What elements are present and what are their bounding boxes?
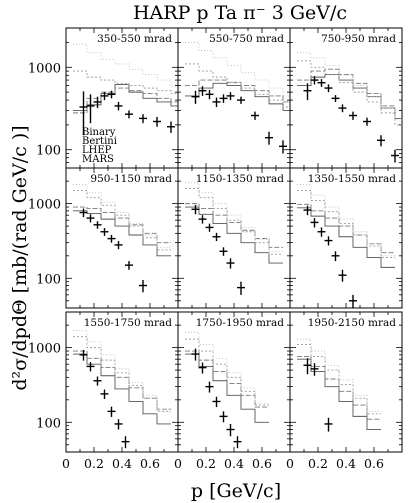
model-mars — [185, 182, 283, 252]
model-binary — [185, 82, 290, 111]
x-tick-label: 0 — [62, 456, 70, 471]
panel-grid: 350-550 mrad1001000BinaryBertiniLHEPMARS… — [28, 27, 403, 471]
panel-title: 1750-1950 mrad — [196, 317, 285, 329]
panel-frame — [289, 311, 403, 453]
x-tick-label: 0.6 — [364, 456, 384, 471]
panel-3: 750-950 mrad — [289, 27, 403, 169]
panel-title: 1550-1750 mrad — [84, 317, 173, 329]
model-binary — [73, 210, 171, 257]
model-binary — [297, 73, 402, 119]
model-lhep — [73, 190, 171, 251]
x-tick-label: 0.2 — [308, 456, 328, 471]
panel-frame — [177, 167, 291, 309]
x-tick-label: 0.4 — [336, 456, 356, 471]
model-binary — [185, 206, 283, 264]
model-binary — [73, 353, 171, 425]
model-mars — [73, 43, 178, 88]
y-axis-label: d²σ/dpdΘ [mb/(rad GeV/c )] — [9, 125, 31, 390]
x-tick-label: 0.6 — [140, 456, 160, 471]
model-bertini — [185, 203, 283, 248]
model-lhep — [73, 336, 171, 412]
panel-title: 950-1150 mrad — [90, 173, 172, 185]
panel-frame — [65, 311, 179, 453]
model-bertini — [73, 350, 171, 410]
x-tick-label: 0.2 — [196, 456, 216, 471]
x-tick-label: 0.6 — [252, 456, 272, 471]
y-tick-label: 1000 — [28, 342, 61, 357]
panel-5: 1150-1350 mrad — [177, 167, 291, 309]
x-tick-label: 0 — [286, 456, 294, 471]
panel-2: 550-750 mrad — [177, 27, 291, 169]
panel-title: 1150-1350 mrad — [196, 173, 285, 185]
model-bertini — [297, 68, 402, 119]
model-mars — [297, 52, 402, 121]
x-axis-label: p [GeV/c] — [191, 480, 281, 502]
model-mars — [297, 184, 395, 257]
x-tick-label: 0 — [174, 456, 182, 471]
x-tick-label: 0.4 — [112, 456, 132, 471]
y-tick-label: 100 — [36, 416, 61, 431]
legend-entry-bertini: Bertini — [82, 136, 117, 147]
panel-9: 1950-2150 mrad 0 0.2 0.4 0.6 — [286, 311, 403, 471]
panel-4: 950-1150 mrad 100 1000 — [28, 167, 179, 309]
panel-title: 1350-1550 mrad — [308, 173, 397, 185]
panel-frame — [289, 167, 403, 309]
x-tick-label: 0.4 — [224, 456, 244, 471]
model-lhep — [297, 190, 395, 258]
y-tick-label: 1000 — [28, 198, 61, 213]
model-lhep — [185, 338, 269, 406]
x-tick-label: 0.2 — [84, 456, 104, 471]
legend-entry-lhep: LHEP — [82, 145, 112, 156]
model-bertini — [73, 206, 171, 244]
legend-entry-binary: Binary — [82, 127, 116, 138]
model-bertini — [297, 203, 395, 254]
model-mars — [297, 338, 381, 412]
model-lhep — [185, 187, 283, 255]
panel-frame — [177, 311, 291, 453]
y-tick-label: 1000 — [28, 61, 61, 76]
y-tick-label: 100 — [36, 272, 61, 287]
model-mars — [73, 329, 171, 410]
model-mars — [73, 184, 171, 248]
panel-title: 1950-2150 mrad — [308, 317, 397, 329]
legend-entry-mars: MARS — [82, 154, 114, 165]
panel-title: 750-950 mrad — [321, 33, 396, 45]
panel-frame — [65, 167, 179, 309]
panel-8: 1750-1950 mrad 0 0.2 0.4 0.6 — [174, 311, 291, 471]
model-lhep — [73, 70, 178, 95]
y-tick-label: 100 — [36, 144, 61, 159]
model-lhep — [185, 63, 290, 108]
model-binary — [185, 353, 269, 423]
panel-7: 1550-1750 mrad 100 1000 0 0.2 0.4 0.6 — [28, 311, 179, 471]
panel-6: 1350-1550 mrad — [289, 167, 403, 309]
panel-title: 550-750 mrad — [209, 33, 284, 45]
model-binary — [297, 207, 395, 268]
model-lhep — [297, 344, 381, 415]
model-bertini — [73, 87, 178, 114]
panel-title: 350-550 mrad — [97, 33, 172, 45]
figure-title: HARP p Ta π⁻ 3 GeV/c — [133, 2, 347, 24]
model-mars — [185, 331, 269, 404]
